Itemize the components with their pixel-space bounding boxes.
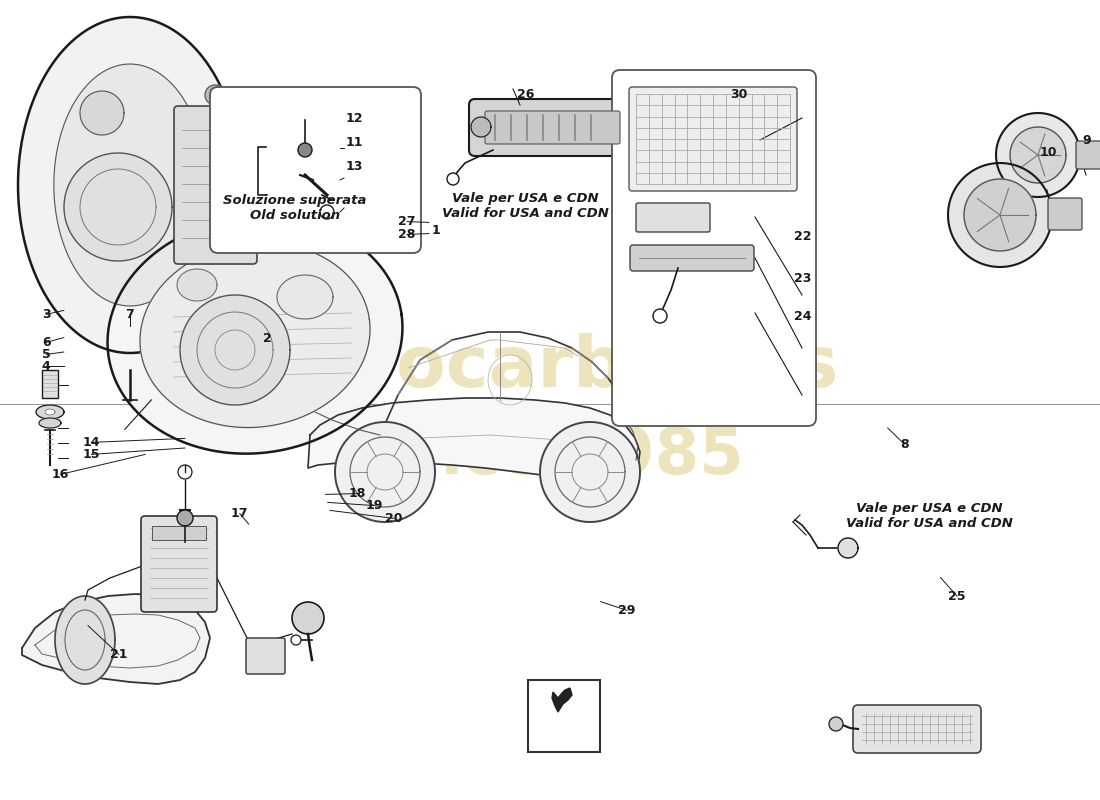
Circle shape: [447, 173, 459, 185]
FancyBboxPatch shape: [152, 526, 206, 540]
Text: 22: 22: [794, 230, 812, 242]
Polygon shape: [177, 269, 217, 301]
Polygon shape: [108, 216, 403, 454]
Polygon shape: [39, 418, 60, 428]
FancyBboxPatch shape: [629, 87, 798, 191]
Polygon shape: [336, 422, 434, 522]
Text: 28: 28: [398, 228, 416, 241]
Text: 19: 19: [365, 499, 383, 512]
Circle shape: [320, 205, 334, 219]
Text: 2: 2: [263, 332, 272, 345]
Polygon shape: [22, 594, 210, 684]
Text: 25: 25: [948, 590, 966, 602]
FancyBboxPatch shape: [141, 516, 217, 612]
Text: 1: 1: [431, 224, 440, 237]
FancyBboxPatch shape: [612, 70, 816, 426]
FancyBboxPatch shape: [1048, 198, 1082, 230]
Text: 20: 20: [385, 512, 403, 525]
Text: 24: 24: [794, 310, 812, 322]
Text: 7: 7: [125, 308, 134, 321]
Text: 3: 3: [42, 308, 51, 321]
Text: 23: 23: [794, 272, 812, 285]
FancyBboxPatch shape: [42, 370, 58, 398]
Text: 26: 26: [517, 88, 535, 101]
Text: 15: 15: [82, 448, 100, 461]
Circle shape: [292, 635, 301, 645]
Circle shape: [292, 602, 324, 634]
Polygon shape: [996, 113, 1080, 197]
FancyBboxPatch shape: [210, 87, 421, 253]
Polygon shape: [140, 242, 370, 427]
Text: 9: 9: [1082, 134, 1091, 146]
Text: 11: 11: [345, 136, 363, 149]
Circle shape: [178, 465, 192, 479]
Circle shape: [653, 309, 667, 323]
Polygon shape: [18, 17, 242, 353]
Polygon shape: [552, 688, 572, 712]
Text: 4: 4: [42, 360, 51, 373]
FancyBboxPatch shape: [1076, 141, 1100, 169]
Text: 12: 12: [345, 112, 363, 125]
Text: 10: 10: [1040, 146, 1057, 158]
Text: 21: 21: [110, 648, 128, 661]
Text: Vale per USA e CDN
Valid for USA and CDN: Vale per USA e CDN Valid for USA and CDN: [846, 502, 1013, 530]
Polygon shape: [948, 163, 1052, 267]
FancyBboxPatch shape: [246, 638, 285, 674]
FancyBboxPatch shape: [528, 680, 600, 752]
Text: 5: 5: [42, 348, 51, 361]
Polygon shape: [45, 409, 55, 415]
Polygon shape: [540, 422, 640, 522]
Text: Soluzione superata
Old solution: Soluzione superata Old solution: [223, 194, 366, 222]
Text: 8: 8: [900, 438, 909, 450]
FancyBboxPatch shape: [630, 245, 754, 271]
Polygon shape: [64, 153, 172, 261]
Text: 18: 18: [349, 487, 366, 500]
Polygon shape: [1010, 127, 1066, 183]
Polygon shape: [964, 179, 1036, 251]
Text: 13: 13: [345, 160, 363, 173]
Text: 30: 30: [730, 88, 748, 101]
Text: Vale per USA e CDN
Valid for USA and CDN: Vale per USA e CDN Valid for USA and CDN: [442, 192, 609, 220]
Text: 27: 27: [398, 215, 416, 228]
Polygon shape: [277, 275, 333, 319]
Text: 29: 29: [618, 604, 636, 617]
Polygon shape: [180, 295, 290, 405]
Circle shape: [177, 510, 192, 526]
Text: 16: 16: [52, 468, 69, 481]
FancyBboxPatch shape: [852, 705, 981, 753]
Polygon shape: [471, 117, 491, 137]
Polygon shape: [54, 64, 206, 306]
Text: 6: 6: [42, 336, 51, 349]
FancyBboxPatch shape: [174, 106, 257, 264]
FancyBboxPatch shape: [469, 99, 636, 156]
Circle shape: [829, 717, 843, 731]
Polygon shape: [55, 596, 116, 684]
Text: 14: 14: [82, 436, 100, 449]
Polygon shape: [838, 538, 858, 558]
Circle shape: [298, 143, 312, 157]
FancyBboxPatch shape: [485, 111, 620, 144]
Text: 17: 17: [231, 507, 249, 520]
Text: eurocarbparts: eurocarbparts: [261, 334, 839, 402]
Polygon shape: [36, 405, 64, 419]
Polygon shape: [205, 85, 225, 105]
Text: since 1985: since 1985: [356, 425, 744, 487]
FancyBboxPatch shape: [636, 203, 710, 232]
Polygon shape: [308, 398, 640, 482]
Polygon shape: [80, 91, 124, 135]
